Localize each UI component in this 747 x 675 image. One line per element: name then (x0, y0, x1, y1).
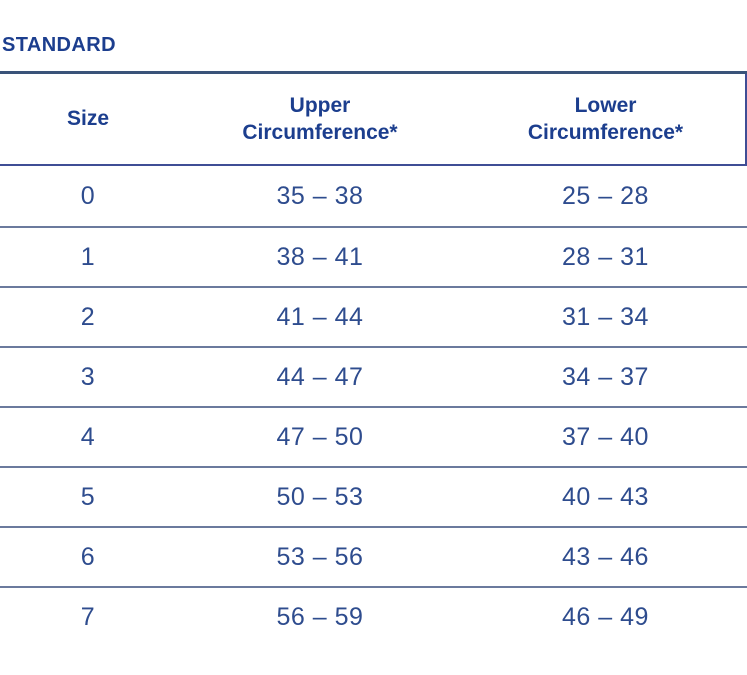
table-row: 3 44 – 47 34 – 37 (0, 346, 747, 406)
upper-circumference-cell: 41 – 44 (276, 302, 364, 331)
upper-circumference-cell: 38 – 41 (276, 242, 364, 271)
size-cell: 2 (80, 302, 96, 331)
table-row: 7 56 – 59 46 – 49 (0, 586, 747, 646)
table-row: 6 53 – 56 43 – 46 (0, 526, 747, 586)
table-row: 2 41 – 44 31 – 34 (0, 286, 747, 346)
size-cell: 7 (80, 602, 96, 631)
upper-circumference-cell: 47 – 50 (276, 422, 364, 451)
lower-circumference-cell: 43 – 46 (562, 542, 649, 571)
column-header-size: Size (66, 107, 110, 131)
upper-circumference-cell: 35 – 38 (276, 181, 364, 210)
page-title: STANDARD (2, 34, 116, 56)
column-header-lower-circumference: Lower Circumference* (527, 93, 684, 144)
table-row: 5 50 – 53 40 – 43 (0, 466, 747, 526)
table-row: 1 38 – 41 28 – 31 (0, 226, 747, 286)
upper-circumference-cell: 53 – 56 (276, 542, 364, 571)
table-row: 0 35 – 38 25 – 28 (0, 166, 747, 226)
size-cell: 0 (80, 181, 96, 210)
lower-circumference-cell: 37 – 40 (562, 422, 649, 451)
lower-circumference-cell: 40 – 43 (562, 482, 649, 511)
column-header-upper-circumference: Upper Circumference* (242, 93, 398, 144)
table-body: 0 35 – 38 25 – 28 1 38 – 41 28 – 31 2 41… (0, 166, 747, 646)
size-cell: 4 (80, 422, 96, 451)
header-right-border (745, 74, 747, 164)
size-cell: 1 (80, 242, 96, 271)
upper-circumference-cell: 50 – 53 (276, 482, 364, 511)
size-cell: 6 (80, 542, 96, 571)
upper-circumference-cell: 56 – 59 (276, 602, 364, 631)
lower-circumference-cell: 34 – 37 (562, 362, 649, 391)
table-header-row: Size Upper Circumference* Lower Circumfe… (0, 74, 747, 166)
lower-circumference-cell: 31 – 34 (562, 302, 649, 331)
lower-circumference-cell: 25 – 28 (562, 181, 649, 210)
lower-circumference-cell: 46 – 49 (562, 602, 649, 631)
size-cell: 5 (80, 482, 96, 511)
title-band: STANDARD (0, 0, 747, 74)
size-cell: 3 (80, 362, 96, 391)
upper-circumference-cell: 44 – 47 (276, 362, 364, 391)
lower-circumference-cell: 28 – 31 (562, 242, 649, 271)
table-row: 4 47 – 50 37 – 40 (0, 406, 747, 466)
